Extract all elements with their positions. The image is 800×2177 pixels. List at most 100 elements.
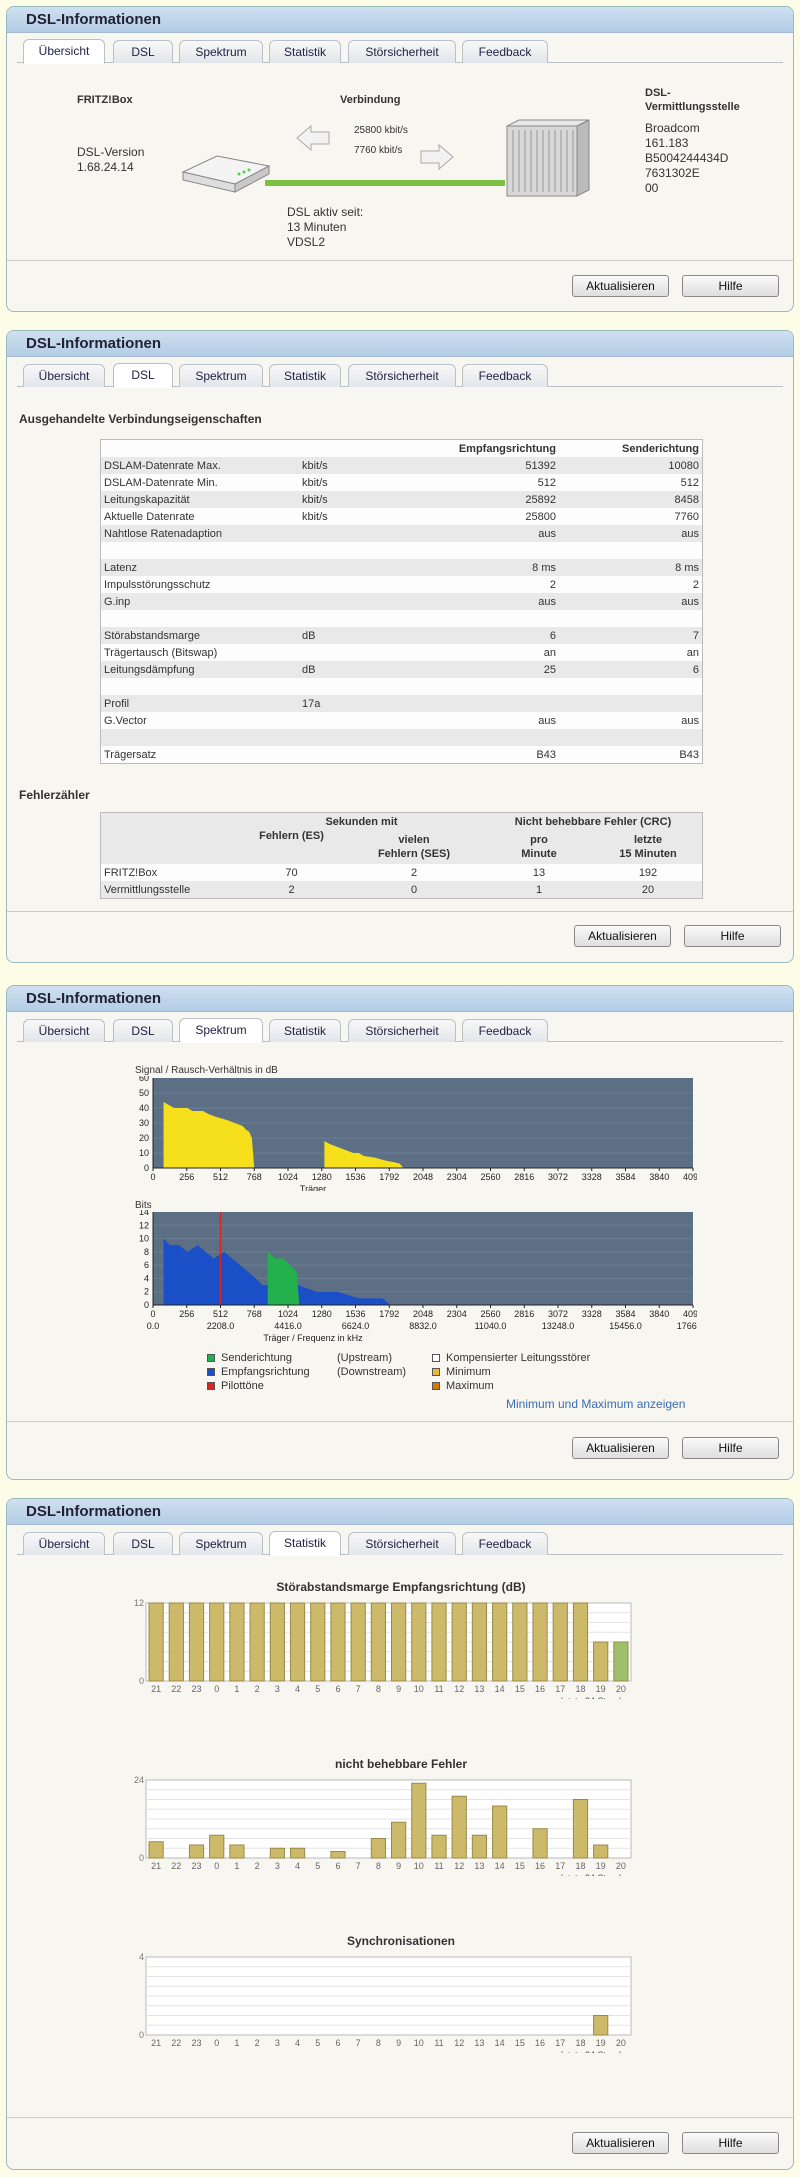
tab-spectrum[interactable]: Spektrum: [179, 1018, 263, 1043]
tab-dsl[interactable]: DSL: [113, 40, 173, 63]
x-tick-label: 512: [213, 1172, 228, 1182]
x-tick-label: 11: [434, 2038, 443, 2048]
x-tick-label: 10: [414, 1684, 424, 1694]
cell: [559, 729, 702, 746]
tab-spectrum[interactable]: Spektrum: [179, 1532, 263, 1555]
table-row: Störabstandsmarge dB 6 7: [101, 627, 702, 644]
y-tick-label: 0: [139, 2030, 144, 2040]
table-row: [101, 610, 702, 627]
x-tick-label: 0: [150, 1172, 155, 1182]
tab-feedback[interactable]: Feedback: [462, 1019, 548, 1042]
active-since-label: DSL aktiv seit:: [287, 205, 364, 219]
cell: [399, 729, 559, 746]
y-tick-label: 0: [144, 1163, 149, 1173]
tab-dsl[interactable]: DSL: [113, 363, 173, 388]
bar: [552, 1602, 568, 1682]
tab-interference[interactable]: Störsicherheit: [348, 1019, 456, 1042]
x-tick-label: 13: [474, 1684, 484, 1694]
tab-interference[interactable]: Störsicherheit: [348, 364, 456, 387]
y-tick-label: 12: [139, 1220, 149, 1230]
y-tick-label: 24: [134, 1776, 144, 1785]
connection-diagram: [181, 119, 590, 197]
show-minmax-link[interactable]: Minimum und Maximum anzeigen: [506, 1397, 686, 1411]
tab-interference[interactable]: Störsicherheit: [348, 40, 456, 63]
x-tick-label: 3: [275, 1684, 280, 1694]
row-label: Trägersatz: [101, 746, 299, 763]
bar: [229, 1844, 245, 1859]
refresh-button[interactable]: Aktualisieren: [572, 275, 669, 297]
tab-statistics[interactable]: Statistik: [269, 1019, 341, 1042]
bar: [532, 1828, 548, 1859]
refresh-button[interactable]: Aktualisieren: [572, 1437, 669, 1459]
cell: 25: [399, 661, 559, 678]
panel-spectrum: DSL-Informationen Übersicht DSL Spektrum…: [6, 985, 794, 1480]
row-unit: [299, 729, 399, 746]
x-tick-label: 14: [495, 1861, 505, 1871]
row-label: Latenz: [101, 559, 299, 576]
cell: [399, 695, 559, 712]
refresh-button[interactable]: Aktualisieren: [574, 925, 671, 947]
x-tick-label: 7: [356, 2038, 361, 2048]
tab-dsl[interactable]: DSL: [113, 1532, 173, 1555]
tab-statistics[interactable]: Statistik: [269, 1531, 341, 1556]
tab-feedback[interactable]: Feedback: [462, 1532, 548, 1555]
tab-feedback[interactable]: Feedback: [462, 40, 548, 63]
bar: [593, 2015, 609, 2036]
row-unit: [299, 525, 399, 542]
legend-swatch: [207, 1382, 215, 1391]
row-label: [101, 678, 299, 695]
x-tick-label: 10: [414, 1861, 424, 1871]
x-tick-label: 21: [151, 1861, 161, 1871]
cell: aus: [399, 712, 559, 729]
bits-chart: 0 2 4 6 8 10 12 14 0 256 512 768 1024 1280 1536 1792 204…: [139, 1210, 697, 1343]
x-tick-label: 12: [454, 2038, 464, 2048]
x-tick-label: 2: [255, 1861, 260, 1871]
table-row: Aktuelle Datenrate kbit/s 25800 7760: [101, 508, 702, 525]
tab-feedback[interactable]: Feedback: [462, 364, 548, 387]
cell: 20: [594, 881, 702, 898]
row-unit: [299, 644, 399, 661]
x-freq-label: 0.0: [147, 1321, 160, 1331]
tab-statistics[interactable]: Statistik: [269, 40, 341, 63]
row-label: DSLAM-Datenrate Min.: [101, 474, 299, 491]
help-button[interactable]: Hilfe: [684, 925, 781, 947]
refresh-button[interactable]: Aktualisieren: [572, 2132, 669, 2154]
bar: [168, 1602, 184, 1682]
x-tick-label: 1024: [278, 1172, 298, 1182]
cell: aus: [559, 593, 702, 610]
x-tick-label: 4096: [683, 1309, 697, 1319]
tab-overview[interactable]: Übersicht: [23, 364, 105, 387]
cell: 2: [344, 864, 484, 881]
footer-divider: [7, 911, 793, 912]
tab-spectrum[interactable]: Spektrum: [179, 40, 263, 63]
help-button[interactable]: Hilfe: [682, 1437, 779, 1459]
tab-overview[interactable]: Übersicht: [23, 1019, 105, 1042]
tab-interference[interactable]: Störsicherheit: [348, 1532, 456, 1555]
x-tick-label: 21: [151, 1684, 161, 1694]
help-button[interactable]: Hilfe: [682, 2132, 779, 2154]
tab-dsl[interactable]: DSL: [113, 1019, 173, 1042]
cell: 25892: [399, 491, 559, 508]
tab-overview[interactable]: Übersicht: [23, 1532, 105, 1555]
bar: [451, 1602, 467, 1682]
row-label: Trägertausch (Bitswap): [101, 644, 299, 661]
row-unit: [299, 746, 399, 763]
x-tick-label: 2560: [480, 1309, 500, 1319]
x-axis-label: Träger: [300, 1184, 326, 1191]
row-unit: [299, 542, 399, 559]
tab-spectrum[interactable]: Spektrum: [179, 364, 263, 387]
tab-overview[interactable]: Übersicht: [23, 39, 105, 64]
tab-statistics[interactable]: Statistik: [269, 364, 341, 387]
x-tick-label: 3: [275, 1861, 280, 1871]
x-tick-label: 256: [179, 1172, 194, 1182]
x-tick-label: 11: [434, 1861, 443, 1871]
help-button[interactable]: Hilfe: [682, 275, 779, 297]
y-tick-label: 14: [139, 1210, 149, 1217]
x-tick-label: 12: [454, 1684, 464, 1694]
table-row: Leitungsdämpfung dB 25 6: [101, 661, 702, 678]
col-downstream: Empfangsrichtung: [399, 440, 559, 457]
bar: [188, 1602, 205, 1682]
bar: [370, 1838, 387, 1859]
legend-extra: (Downstream): [337, 1366, 407, 1378]
